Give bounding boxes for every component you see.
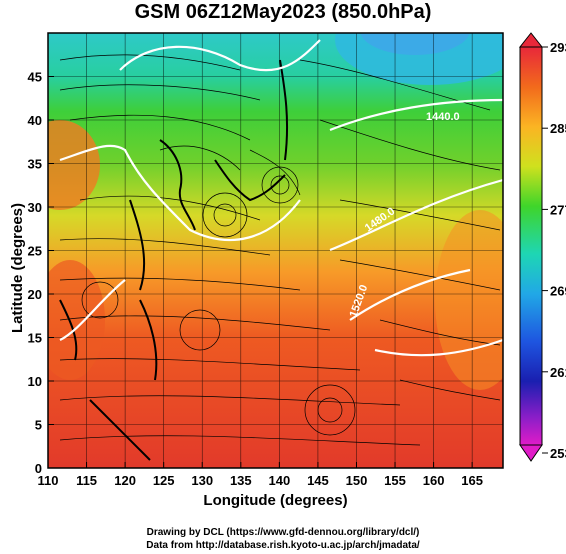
x-axis-ticks: 110 115 120 125 130 135 140 145 150 155 160 165 [38, 462, 483, 488]
credit-data: Data from http://database.rish.kyoto-u.a… [146, 540, 420, 551]
y-tick-label: 40 [28, 113, 42, 128]
x-tick-label: 130 [191, 473, 213, 488]
y-tick-label: 20 [28, 287, 42, 302]
x-tick-label: 145 [307, 473, 329, 488]
colorbar-ticks: 293 285 277 269 261 253 [542, 40, 566, 461]
x-tick-label: 160 [423, 473, 445, 488]
x-tick-label: 125 [153, 473, 175, 488]
y-axis-label: Latitude (degrees) [9, 202, 26, 334]
colorbar-tick-label: 277 [550, 202, 566, 217]
credit-drawing: Drawing by DCL (https://www.gfd-dennou.o… [146, 527, 420, 538]
colorbar-tick-label: 261 [550, 365, 566, 380]
x-tick-label: 140 [269, 473, 291, 488]
colorbar-tick-label: 269 [550, 284, 566, 299]
colorbar-top-arrow [518, 32, 544, 48]
y-axis-ticks: 0 5 10 15 20 25 30 35 40 45 [28, 70, 54, 476]
colorbar-tick-label: 253 [550, 446, 566, 461]
x-tick-label: 110 [38, 473, 59, 488]
y-tick-label: 10 [28, 374, 42, 389]
colorbar [519, 46, 543, 446]
map-title: GSM 06Z12May2023 (850.0hPa) [134, 1, 432, 23]
colorbar-bottom-arrow [519, 444, 543, 462]
y-tick-label: 30 [28, 200, 42, 215]
wind-streamlines [59, 54, 501, 446]
x-tick-label: 135 [230, 473, 252, 488]
x-tick-label: 115 [76, 473, 97, 488]
x-tick-label: 155 [384, 473, 406, 488]
x-tick-label: 165 [461, 473, 483, 488]
colorbar-tick-label: 293 [550, 40, 566, 55]
geopotential-contours [59, 39, 503, 357]
y-tick-label: 15 [28, 331, 42, 346]
colorbar-tick-label: 285 [550, 121, 566, 136]
y-tick-label: 45 [28, 70, 42, 85]
y-tick-label: 35 [28, 157, 42, 172]
x-tick-label: 120 [114, 473, 136, 488]
contour-label-1440: 1440.0 [426, 111, 460, 123]
y-tick-label: 0 [35, 461, 42, 476]
x-tick-label: 150 [346, 473, 368, 488]
y-tick-label: 5 [35, 418, 42, 433]
y-tick-label: 25 [28, 244, 42, 259]
x-axis-label: Longitude (degrees) [203, 492, 348, 509]
